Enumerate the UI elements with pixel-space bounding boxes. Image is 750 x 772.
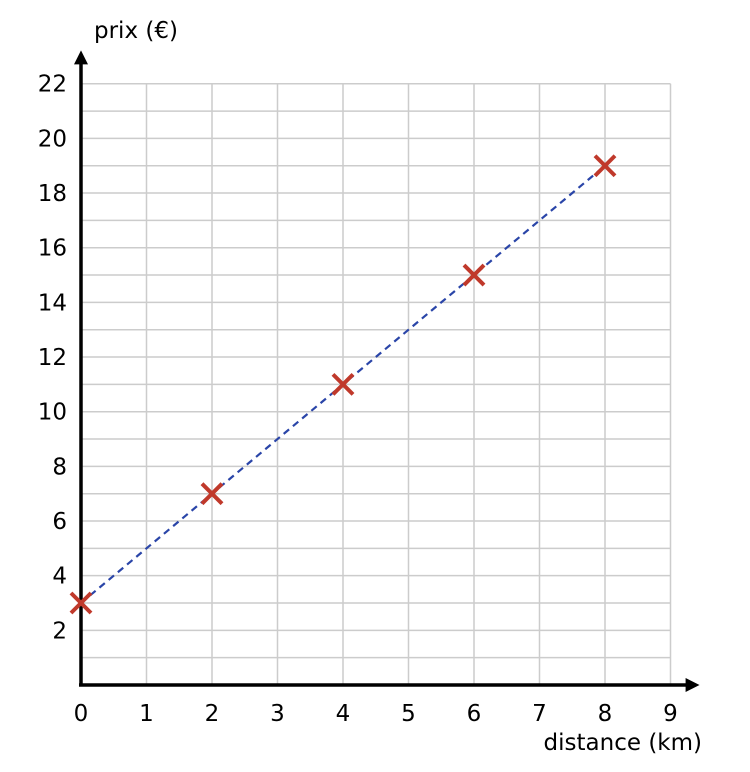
x-tick-label: 1 <box>139 701 154 727</box>
x-axis-label: distance (km) <box>544 730 702 756</box>
x-tick-labels: 0 1 2 3 4 5 6 7 8 9 <box>74 701 678 727</box>
y-axis-label: prix (€) <box>94 18 178 44</box>
y-tick-labels: 2 4 6 8 10 12 14 16 18 20 22 <box>38 72 67 645</box>
y-tick-label: 4 <box>52 564 67 590</box>
x-tick-label: 4 <box>336 701 351 727</box>
y-tick-label: 22 <box>38 72 67 98</box>
x-tick-label: 7 <box>532 701 547 727</box>
y-tick-label: 20 <box>38 126 67 152</box>
grid <box>81 82 672 685</box>
data-markers <box>69 154 617 615</box>
x-tick-label: 2 <box>205 701 220 727</box>
y-tick-label: 10 <box>38 400 67 426</box>
y-tick-label: 12 <box>38 345 67 371</box>
x-tick-label: 0 <box>74 701 89 727</box>
y-tick-label: 2 <box>52 618 67 644</box>
x-tick-label: 3 <box>270 701 285 727</box>
x-tick-label: 6 <box>467 701 482 727</box>
y-tick-label: 8 <box>52 454 67 480</box>
y-tick-label: 16 <box>38 236 67 262</box>
data-point <box>331 372 355 396</box>
data-point <box>200 482 224 506</box>
data-point <box>462 263 486 287</box>
y-tick-label: 18 <box>38 181 67 207</box>
y-tick-label: 6 <box>52 509 67 535</box>
x-tick-label: 5 <box>401 701 416 727</box>
data-point <box>593 154 617 178</box>
data-point <box>69 591 93 615</box>
x-tick-label: 9 <box>663 701 678 727</box>
x-tick-label: 8 <box>598 701 613 727</box>
y-tick-label: 14 <box>38 290 67 316</box>
